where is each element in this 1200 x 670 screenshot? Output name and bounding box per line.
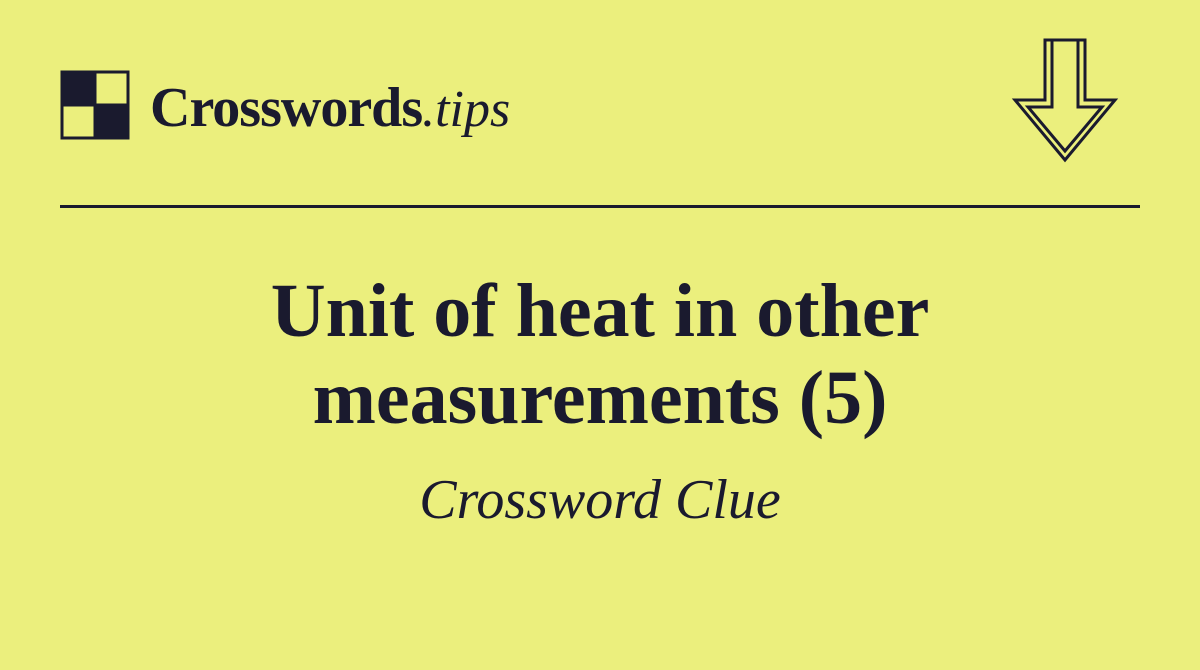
header: Crosswords.tips	[0, 0, 1200, 175]
clue-title: Unit of heat in other measurements (5)	[80, 268, 1120, 443]
logo-section: Crosswords.tips	[60, 70, 510, 145]
main-content: Unit of heat in other measurements (5) C…	[0, 208, 1200, 532]
crossword-icon	[60, 70, 130, 145]
brand-text-suffix: .tips	[422, 81, 510, 138]
down-arrow-icon	[1000, 30, 1140, 175]
brand-name: Crosswords.tips	[150, 76, 510, 140]
brand-text-main: Crosswords	[150, 77, 422, 139]
clue-subtitle: Crossword Clue	[80, 468, 1120, 532]
